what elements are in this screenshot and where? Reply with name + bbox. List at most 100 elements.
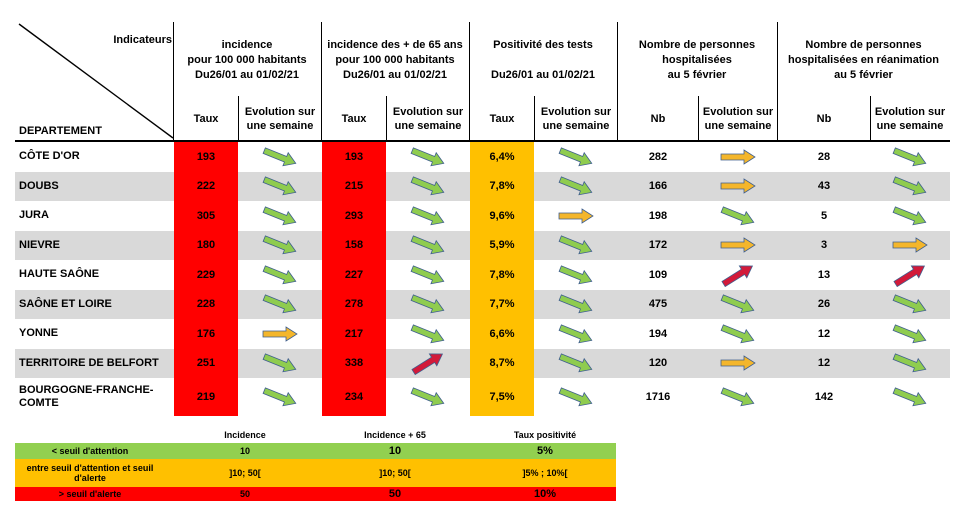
icu-value: 28 (817, 150, 831, 163)
legend-row (15, 459, 616, 487)
arrow-right-icon (720, 355, 756, 371)
group-header-incidence: incidence pour 100 000 habitants Du26/01… (173, 38, 321, 83)
value-band (174, 289, 238, 319)
value-band (322, 142, 386, 172)
department-name: BOURGOGNE-FRANCHE- COMTE (15, 378, 177, 416)
incidence-value: 180 (196, 239, 216, 252)
legend-header-incidence: Incidence (224, 430, 266, 440)
positivity-value: 5,9% (489, 239, 515, 252)
arrow-down-right-icon (558, 147, 593, 167)
arrow-down-right-icon (410, 324, 445, 344)
header-divider (386, 96, 387, 140)
value-band (322, 230, 386, 260)
arrow-down-right-icon (410, 235, 445, 255)
incidence-65-value: 193 (344, 150, 364, 163)
legend-threshold-value: 50 (239, 489, 250, 499)
arrow-up-right-icon (893, 265, 926, 287)
department-name: TERRITOIRE DE BELFORT (19, 356, 159, 369)
incidence-value: 305 (196, 209, 216, 222)
arrow-down-right-icon (720, 387, 755, 407)
incidence-65-value: 293 (344, 209, 364, 222)
group-header-positivite: Positivité des tests Du26/01 au 01/02/21 (469, 38, 617, 83)
evolution-indicator (260, 322, 300, 351)
evolution-indicator (890, 263, 930, 292)
value-band (322, 378, 386, 416)
evolution-indicator (260, 174, 300, 203)
evolution-indicator (408, 174, 448, 203)
evolution-indicator (408, 351, 448, 380)
arrow-down-right-icon (262, 147, 297, 167)
evolution-indicator (556, 145, 596, 174)
value-band (470, 201, 534, 231)
evolution-indicator (890, 351, 930, 380)
arrow-down-right-icon (262, 265, 297, 285)
arrow-right-icon (720, 178, 756, 194)
arrow-down-right-icon (720, 324, 755, 344)
evolution-indicator (556, 233, 596, 262)
icu-value: 13 (817, 268, 831, 281)
legend-label: < seuil d'attention (51, 446, 129, 456)
evolution-indicator (556, 174, 596, 203)
header-divider (534, 96, 535, 140)
arrow-down-right-icon (558, 265, 593, 285)
legend-threshold-value: 50 (388, 488, 402, 500)
arrow-down-right-icon (262, 353, 297, 373)
evolution-indicator (260, 351, 300, 380)
subheader-nb: Nb (816, 113, 832, 125)
positivity-value: 7,7% (489, 298, 515, 311)
arrow-down-right-icon (558, 235, 593, 255)
evolution-indicator (556, 263, 596, 292)
evolution-indicator (260, 263, 300, 292)
value-band (470, 142, 534, 172)
arrow-down-right-icon (410, 176, 445, 196)
department-name: CÔTE D'OR (19, 150, 80, 163)
arrow-down-right-icon (262, 235, 297, 255)
evolution-indicator (260, 145, 300, 174)
group-header-line: Nombre de personnes (638, 39, 756, 51)
evolution-indicator (408, 322, 448, 351)
group-header-reanimation: Nombre de personnes hospitalisées en réa… (777, 38, 950, 83)
arrow-down-right-icon (892, 147, 927, 167)
department-name: JURA (19, 209, 49, 222)
evolution-indicator (408, 145, 448, 174)
legend-header-incidence-65: Incidence + 65 (364, 430, 426, 440)
arrow-down-right-icon (410, 147, 445, 167)
arrow-down-right-icon (410, 387, 445, 407)
header-divider (698, 96, 699, 140)
incidence-65-value: 215 (344, 180, 364, 193)
department-name: SAÔNE ET LOIRE (19, 297, 112, 310)
arrow-right-icon (558, 208, 594, 224)
evolution-indicator (556, 292, 596, 321)
header-divider (238, 96, 239, 140)
value-band (470, 319, 534, 349)
arrow-down-right-icon (262, 294, 297, 314)
arrow-down-right-icon (262, 206, 297, 226)
table-header (15, 22, 950, 140)
group-header-hospitalises: Nombre de personnes hospitalisées au 5 f… (617, 38, 777, 83)
subheader-evolution: Evolution sur une semaine (540, 106, 612, 132)
incidence-value: 229 (196, 268, 216, 281)
header-diagonal (18, 23, 174, 139)
value-band (322, 260, 386, 290)
evolution-indicator (890, 204, 930, 233)
legend-header-taux-positivite: Taux positivité (513, 430, 577, 440)
subheader-taux: Taux (341, 113, 367, 125)
header-divider (321, 22, 322, 140)
legend-threshold-value: ]10; 50[ (229, 468, 261, 478)
incidence-65-value: 227 (344, 268, 364, 281)
arrow-right-icon (720, 149, 756, 165)
group-header-line: pour 100 000 habitants (335, 54, 455, 66)
incidence-65-value: 217 (344, 327, 364, 340)
value-band (174, 378, 238, 416)
evolution-indicator (890, 322, 930, 351)
value-band (470, 260, 534, 290)
evolution-indicator (260, 204, 300, 233)
evolution-indicator (718, 351, 758, 380)
arrow-down-right-icon (410, 206, 445, 226)
value-band (470, 230, 534, 260)
legend-threshold-value: ]10; 50[ (379, 468, 411, 478)
value-band (470, 289, 534, 319)
positivity-value: 8,7% (489, 357, 515, 370)
icu-value: 26 (817, 298, 831, 311)
evolution-indicator (408, 204, 448, 233)
